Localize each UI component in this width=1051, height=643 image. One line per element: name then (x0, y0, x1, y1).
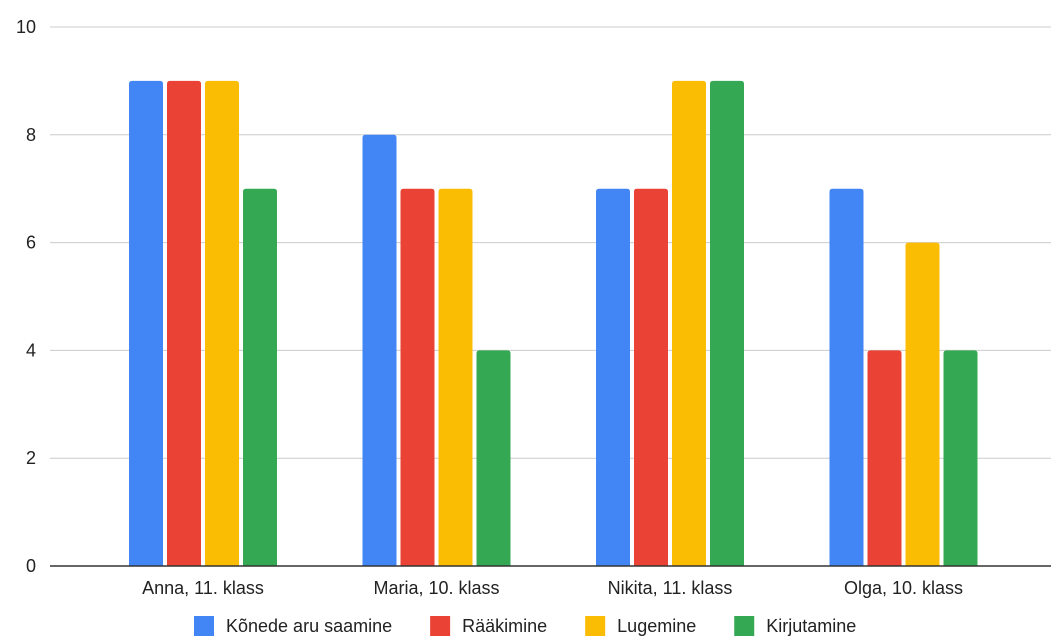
bars (129, 80, 978, 567)
legend-label: Rääkimine (462, 616, 547, 636)
bar (205, 80, 239, 567)
bar (905, 242, 940, 566)
legend-item: Lugemine (585, 616, 696, 636)
bar (438, 188, 473, 566)
x-tick-label: Anna, 11. klass (142, 578, 264, 598)
legend-label: Kõnede aru saamine (226, 616, 392, 636)
legend-swatch (734, 616, 755, 636)
bar (243, 188, 277, 566)
bar (400, 188, 435, 566)
bar (672, 80, 706, 567)
x-tick-label: Maria, 10. klass (373, 578, 499, 598)
legend-swatch (585, 616, 606, 636)
y-tick-label: 2 (26, 448, 36, 468)
legend-item: Rääkimine (430, 616, 547, 636)
bar (596, 188, 630, 566)
legend-label: Lugemine (617, 616, 696, 636)
bar (129, 80, 163, 567)
y-tick-label: 6 (26, 233, 36, 253)
bar (710, 80, 744, 567)
y-tick-label: 4 (26, 340, 36, 360)
legend: Kõnede aru saamine Rääkimine Lugemine Kirju… (194, 616, 856, 636)
legend-item: Kirjutamine (734, 616, 856, 636)
bar (943, 350, 978, 566)
bar (867, 350, 902, 566)
bar (476, 350, 511, 566)
x-tick-label: Olga, 10. klass (844, 578, 963, 598)
legend-item: Kõnede aru saamine (194, 616, 392, 636)
y-tick-label: 0 (26, 556, 36, 576)
legend-label: Kirjutamine (766, 616, 856, 636)
bar (362, 134, 397, 567)
bar (829, 188, 864, 566)
y-tick-label: 8 (26, 125, 36, 145)
axes: 0 2 4 6 8 10 Anna, 11. klass Maria, 10. klass Ni… (16, 17, 1051, 598)
legend-swatch (194, 616, 214, 636)
bar (634, 188, 668, 566)
x-tick-label: Nikita, 11. klass (608, 578, 733, 598)
legend-swatch (430, 616, 451, 636)
bar (167, 80, 201, 567)
y-tick-label: 10 (16, 17, 36, 37)
